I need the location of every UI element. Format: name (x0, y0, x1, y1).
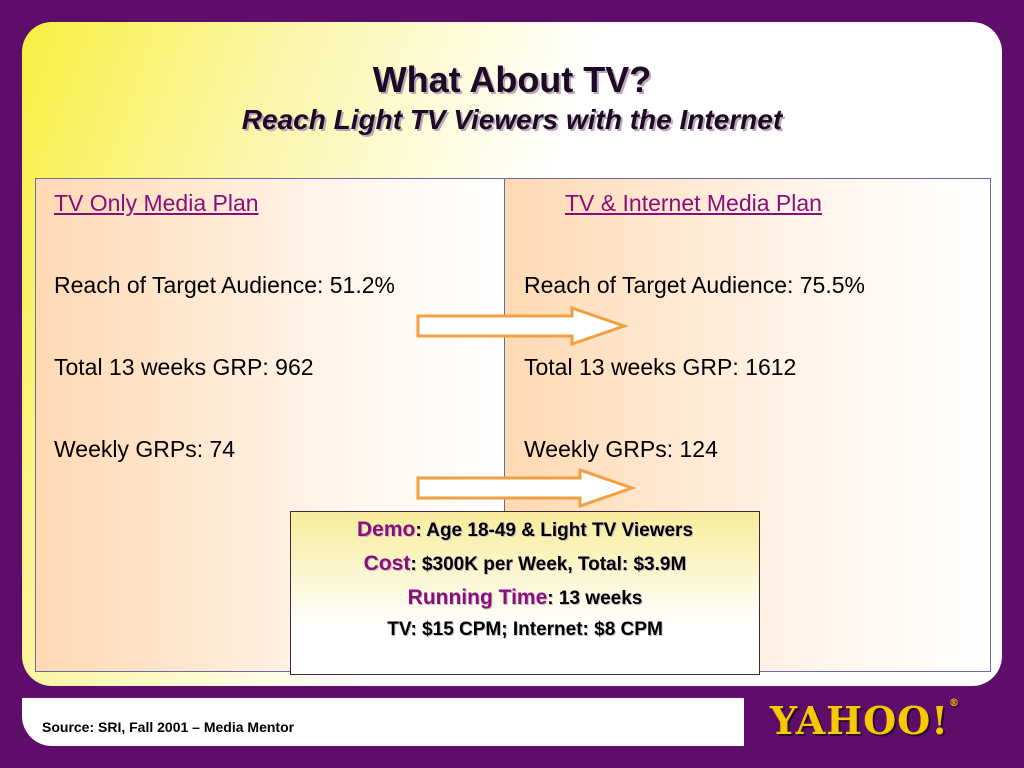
cost-label: Cost (363, 552, 411, 575)
tv-internet-reach: Reach of Target Audience: 75.5% (524, 272, 865, 298)
running-time-label: Running Time (407, 586, 548, 609)
title-block: What About TV? Reach Light TV Viewers wi… (22, 58, 1002, 138)
demo-line: Demo: Age 18-49 & Light TV Viewers (291, 518, 759, 542)
tv-only-grp-total: Total 13 weeks GRP: 962 (54, 354, 314, 380)
tv-only-grp-weekly: Weekly GRPs: 74 (54, 436, 236, 462)
slide-title: What About TV? (372, 59, 652, 100)
slide-subtitle: Reach Light TV Viewers with the Internet (241, 104, 783, 135)
running-time-line: Running Time: 13 weeks (291, 586, 759, 610)
demo-label: Demo (356, 518, 416, 541)
footer-curve (744, 698, 780, 768)
tv-only-reach: Reach of Target Audience: 51.2% (54, 272, 395, 298)
cpm-line: TV: $15 CPM; Internet: $8 CPM (387, 619, 663, 640)
tv-internet-grp-total: Total 13 weeks GRP: 1612 (524, 354, 797, 380)
reach-arrow-icon (416, 306, 628, 346)
campaign-info-box: Demo: Age 18-49 & Light TV Viewers Cost:… (290, 511, 760, 675)
yahoo-logo: YAHOO!® (770, 698, 960, 743)
tv-only-heading: TV Only Media Plan (54, 190, 259, 216)
slide: What About TV? Reach Light TV Viewers wi… (22, 22, 1002, 686)
grp-arrow-icon (416, 468, 636, 508)
running-time-value: : 13 weeks (547, 588, 643, 609)
cost-line: Cost: $300K per Week, Total: $3.9M (291, 552, 759, 576)
cost-value: : $300K per Week, Total: $3.9M (410, 554, 687, 575)
tv-internet-heading: TV & Internet Media Plan (565, 190, 822, 216)
source-citation: Source: SRI, Fall 2001 – Media Mentor (42, 719, 295, 735)
source-strip (22, 698, 744, 746)
tv-internet-grp-weekly: Weekly GRPs: 124 (524, 436, 718, 462)
demo-value: : Age 18-49 & Light TV Viewers (415, 520, 694, 541)
